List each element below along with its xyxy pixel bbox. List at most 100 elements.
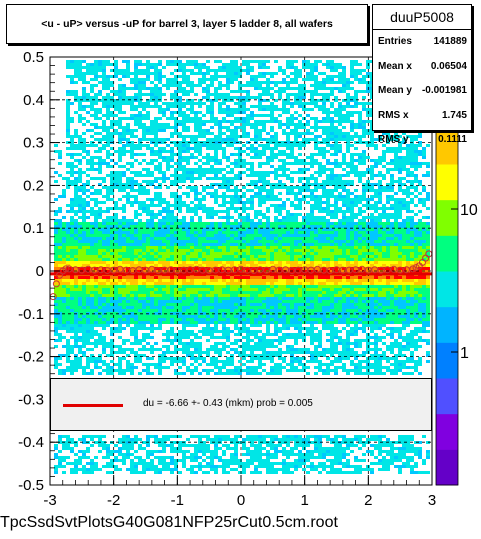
heatmap-cell [266,462,270,465]
heatmap-cell [162,177,166,180]
heatmap-cell [58,318,62,321]
heatmap-cell [134,174,138,177]
heatmap-cell [122,135,126,138]
heatmap-cell [66,225,70,228]
heatmap-cell [198,465,202,468]
heatmap-cell [270,354,274,357]
heatmap-cell [94,222,98,225]
heatmap-cell [58,297,62,300]
heatmap-cell [142,276,146,279]
heatmap-cell [190,171,194,174]
heatmap-cell [182,228,186,231]
heatmap-cell [242,285,246,288]
heatmap-cell [90,297,94,300]
heatmap-cell [266,315,270,318]
heatmap-cell [162,465,166,468]
heatmap-cell [86,372,90,375]
heatmap-cell [110,291,114,294]
heatmap-cell [74,279,78,282]
heatmap-cell [74,60,78,63]
heatmap-cell [86,159,90,162]
heatmap-cell [194,249,198,252]
heatmap-cell [114,234,118,237]
heatmap-cell [118,246,122,249]
heatmap-cell [58,288,62,291]
heatmap-cell [170,156,174,159]
heatmap-cell [86,360,90,363]
heatmap-cell [238,87,242,90]
heatmap-cell [170,105,174,108]
heatmap-cell [86,93,90,96]
heatmap-cell [230,447,234,450]
heatmap-cell [122,132,126,135]
heatmap-cell [126,321,130,324]
heatmap-cell [146,462,150,465]
heatmap-cell [222,180,226,183]
heatmap-cell [142,270,146,273]
heatmap-cell [270,351,274,354]
heatmap-cell [230,243,234,246]
heatmap-cell [154,72,158,75]
heatmap-cell [66,330,70,333]
heatmap-cell [146,453,150,456]
heatmap-cell [250,453,254,456]
heatmap-cell [206,78,210,81]
heatmap-cell [78,468,82,471]
heatmap-cell [78,234,82,237]
heatmap-cell [166,117,170,120]
heatmap-cell [178,252,182,255]
heatmap-cell [118,291,122,294]
heatmap-cell [106,132,110,135]
heatmap-cell [102,123,106,126]
heatmap-cell [202,225,206,228]
heatmap-cell [166,264,170,267]
heatmap-cell [250,291,254,294]
heatmap-cell [254,288,258,291]
heatmap-cell [202,132,206,135]
heatmap-cell [194,267,198,270]
heatmap-cell [66,345,70,348]
heatmap-cell [74,165,78,168]
heatmap-cell [90,198,94,201]
heatmap-cell [106,234,110,237]
heatmap-cell [66,243,70,246]
heatmap-cell [270,108,274,111]
heatmap-cell [226,96,230,99]
heatmap-cell [86,456,90,459]
heatmap-cell [66,258,70,261]
heatmap-cell [218,129,222,132]
heatmap-cell [250,234,254,237]
heatmap-cell [94,189,98,192]
heatmap-cell [118,186,122,189]
heatmap-cell [266,279,270,282]
heatmap-cell [118,228,122,231]
heatmap-cell [238,213,242,216]
heatmap-cell [154,225,158,228]
heatmap-cell [198,261,202,264]
heatmap-cell [134,198,138,201]
heatmap-cell [214,327,218,330]
heatmap-cell [282,249,286,252]
heatmap-cell [94,465,98,468]
heatmap-cell [118,132,122,135]
heatmap-cell [138,111,142,114]
heatmap-cell [258,453,262,456]
heatmap-cell [206,99,210,102]
heatmap-cell [214,276,218,279]
heatmap-cell [106,372,110,375]
heatmap-cell [182,459,186,462]
heatmap-cell [266,114,270,117]
heatmap-cell [90,282,94,285]
heatmap-cell [150,261,154,264]
heatmap-cell [78,297,82,300]
heatmap-cell [90,357,94,360]
heatmap-cell [282,162,286,165]
heatmap-cell [106,219,110,222]
heatmap-cell [122,87,126,90]
heatmap-cell [98,183,102,186]
heatmap-cell [54,210,58,213]
heatmap-cell [114,264,118,267]
heatmap-cell [106,237,110,240]
heatmap-cell [210,255,214,258]
heatmap-cell [262,279,266,282]
